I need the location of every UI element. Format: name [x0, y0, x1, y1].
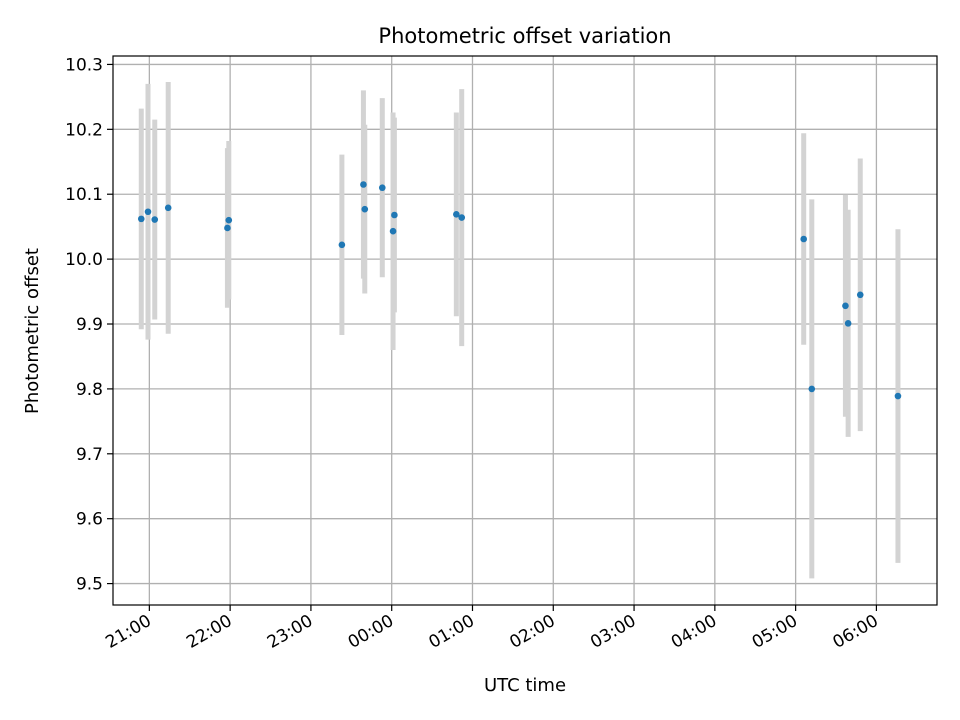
data-point	[144, 208, 152, 216]
data-point	[151, 216, 159, 223]
data-point	[137, 215, 145, 223]
y-axis-label: Photometric offset	[22, 248, 43, 414]
y-axis: 9.5 9.6 9.7 9.8 9.9 10.0 10.1 10.2 10.3	[65, 55, 113, 595]
y-tick-label: 10.1	[65, 185, 103, 205]
y-tick-label: 10.0	[65, 250, 103, 270]
data-point	[389, 227, 397, 235]
y-tick-label: 9.5	[76, 575, 103, 595]
data-point	[808, 385, 816, 393]
data-point	[844, 320, 852, 327]
y-tick-label: 9.7	[76, 445, 103, 465]
data-point	[800, 235, 808, 243]
plot-frame	[112, 55, 938, 606]
data-point	[458, 214, 466, 221]
y-tick-label: 9.6	[76, 510, 103, 530]
data-point	[225, 216, 233, 224]
data-point	[224, 224, 231, 232]
data-point	[842, 302, 849, 310]
data-point	[391, 211, 398, 219]
y-tick-label: 10.2	[65, 120, 103, 140]
data-point	[378, 184, 386, 192]
data-point	[894, 392, 902, 400]
data-point	[361, 205, 369, 213]
data-points	[137, 181, 902, 400]
data-point	[453, 211, 460, 218]
y-tick-label: 9.8	[76, 380, 103, 400]
chart-title: Photometric offset variation	[378, 24, 671, 48]
data-point	[856, 291, 864, 299]
x-axis-label: UTC time	[484, 675, 566, 696]
y-tick-label: 10.3	[65, 55, 103, 75]
y-tick-label: 9.9	[76, 315, 103, 335]
grid	[113, 56, 937, 605]
data-point	[164, 204, 172, 212]
data-point	[338, 241, 346, 249]
data-point	[360, 181, 367, 188]
